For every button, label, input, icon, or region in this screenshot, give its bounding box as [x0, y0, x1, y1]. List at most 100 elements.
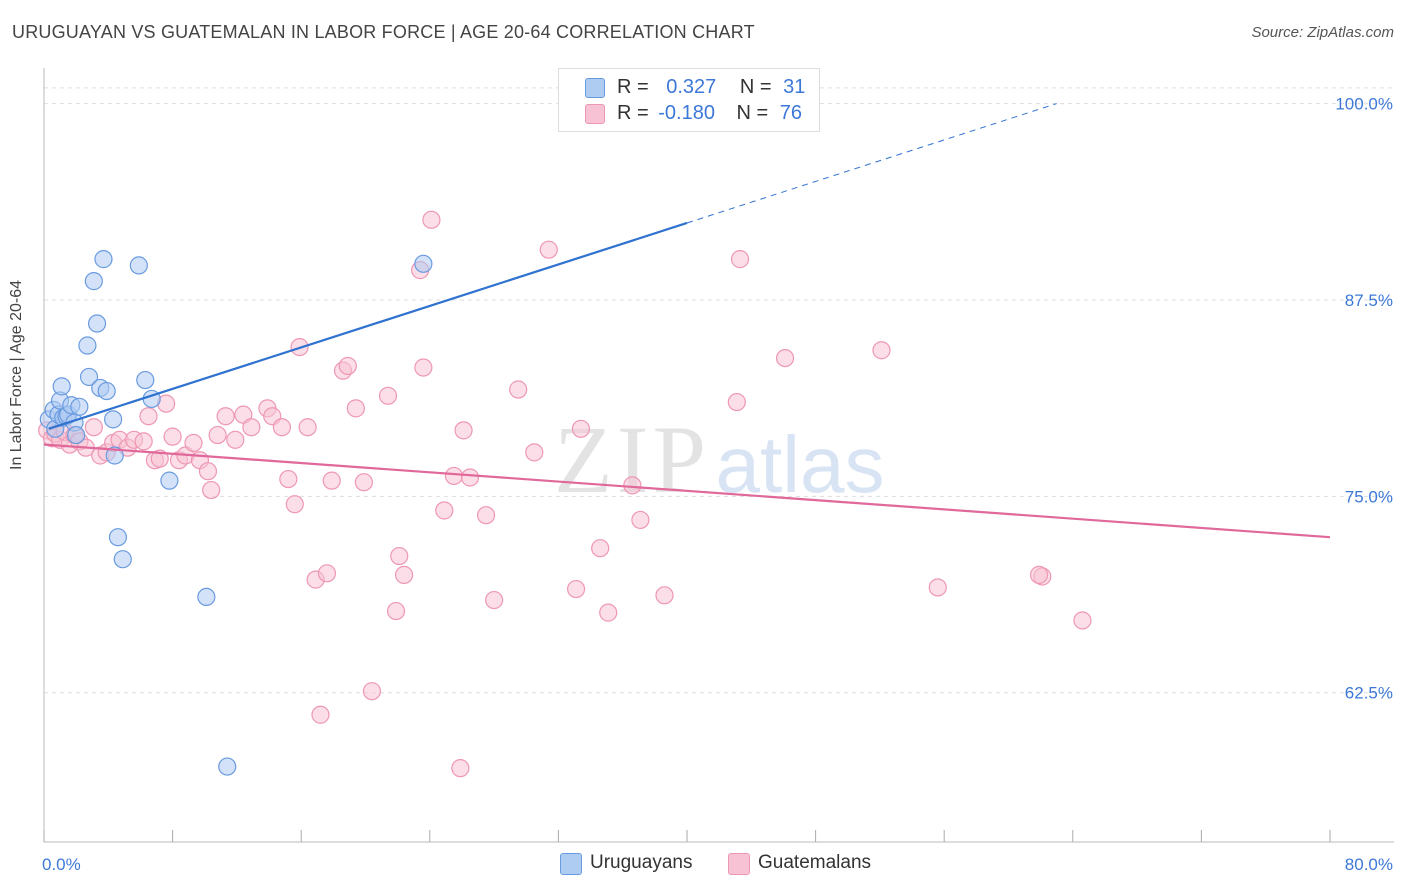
- bottom-legend-label-uruguayans: Uruguayans: [590, 852, 693, 873]
- guatemalan-point: [346, 399, 365, 418]
- guatemalan-point: [591, 539, 610, 558]
- chart-title: URUGUAYAN VS GUATEMALAN IN LABOR FORCE |…: [12, 22, 755, 42]
- guatemalan-point: [655, 586, 674, 605]
- guatemalan-point: [272, 418, 292, 437]
- legend-r-label: R =: [617, 76, 649, 98]
- legend-r-label: R =: [617, 102, 649, 124]
- guatemalan-point: [476, 506, 496, 525]
- guatemalan-point: [525, 443, 544, 462]
- guatemalan-point: [872, 341, 891, 360]
- guatemalan-point: [338, 356, 357, 376]
- y-tick-label: 87.5%: [1345, 291, 1393, 310]
- guatemalan-point: [362, 682, 382, 701]
- uruguayan-point: [84, 272, 103, 291]
- guatemalan-point: [202, 480, 221, 500]
- uruguayan-point: [218, 757, 237, 776]
- guatemalan-point: [216, 407, 235, 426]
- guatemalan-point: [730, 250, 750, 269]
- uruguayan-point: [136, 370, 155, 390]
- guatemalan-point: [631, 510, 650, 530]
- uruguayan-point: [87, 314, 107, 333]
- uruguayan-point: [113, 550, 132, 569]
- uruguayan-point: [70, 397, 89, 416]
- legend-r-value-guatemalan: -0.180: [658, 102, 715, 124]
- guatemalan-point: [1073, 611, 1092, 630]
- guatemalan-point: [485, 590, 504, 610]
- guatemalan-point: [298, 418, 317, 437]
- bottom-legend-label-guatemalans: Guatemalans: [758, 852, 872, 873]
- stats-legend: R = 0.327 N = 31 R = -0.180 N = 76: [558, 68, 820, 132]
- legend-r-value-uruguayan: 0.327: [666, 76, 717, 98]
- uruguayan-point: [108, 528, 128, 547]
- y-tick-label: 62.5%: [1345, 684, 1393, 703]
- guatemalan-point: [163, 427, 182, 446]
- legend-swatch-guatemalan: [585, 104, 605, 124]
- guatemalan-point: [454, 421, 473, 440]
- bottom-legend-swatch-uruguayans: [560, 853, 582, 875]
- uruguayan-point: [129, 256, 148, 275]
- guatemalan-point: [422, 210, 441, 229]
- trend-layer: [43, 103, 1331, 539]
- bottom-legend-swatch-guatemalans: [728, 853, 750, 875]
- guatemalan-point: [451, 759, 470, 778]
- watermark: ZIP atlas: [554, 406, 884, 513]
- guatemalan-point: [775, 348, 795, 368]
- guatemalan-point: [599, 603, 618, 622]
- guatemalan-trend-line: [43, 443, 1331, 539]
- uruguayan-point: [197, 587, 216, 607]
- guatemalan-point: [184, 433, 203, 453]
- guatemalan-point: [386, 601, 406, 621]
- legend-n-value-guatemalan: 76: [779, 102, 803, 124]
- guatemalan-point: [1029, 565, 1049, 585]
- guatemalan-point: [727, 392, 746, 412]
- uruguayan-point: [67, 425, 86, 445]
- y-tick-label: 100.0%: [1335, 95, 1393, 114]
- guatemalan-point: [414, 358, 433, 377]
- guatemalan-point: [623, 476, 642, 495]
- legend-swatch-uruguayan: [585, 78, 605, 98]
- guatemalan-point: [322, 471, 341, 490]
- grid-layer: [44, 87, 1394, 694]
- guatemalan-point: [509, 380, 528, 399]
- tick-label-layer: 62.5% 75.0% 87.5% 100.0% 0.0% 80.0%: [42, 95, 1393, 874]
- uruguayan-point: [160, 471, 179, 490]
- guatemalan-point: [139, 407, 158, 426]
- guatemalan-point: [928, 578, 947, 597]
- uruguayan-point: [104, 410, 123, 429]
- uruguayan-trend-extension: [686, 103, 1057, 224]
- guatemalan-point: [226, 430, 245, 449]
- uruguayan-point: [78, 336, 97, 355]
- uruguayan-point: [94, 250, 113, 269]
- guatemalan-point: [279, 469, 298, 489]
- guatemalan-point: [317, 564, 337, 583]
- x-tick-label: 0.0%: [42, 855, 81, 874]
- axes-layer: [43, 68, 1394, 843]
- uruguayan-point: [79, 367, 99, 387]
- y-axis-label: In Labor Force | Age 20-64: [8, 279, 25, 470]
- guatemalan-point: [134, 432, 153, 451]
- guatemalan-point: [378, 386, 398, 405]
- guatemalan-point: [444, 466, 464, 486]
- guatemalan-point: [390, 546, 409, 566]
- points-layer: [38, 210, 1092, 778]
- x-tick-label: 80.0%: [1345, 855, 1393, 874]
- guatemalan-point: [354, 473, 373, 492]
- y-tick-label: 75.0%: [1345, 487, 1393, 506]
- legend-n-label: N =: [739, 76, 772, 98]
- uruguayan-point: [97, 381, 116, 401]
- guatemalan-point: [460, 468, 480, 487]
- guatemalan-point: [539, 240, 558, 259]
- guatemalan-point: [285, 495, 304, 514]
- guatemalan-point: [394, 565, 414, 585]
- source-label: Source: ZipAtlas.com: [1251, 24, 1394, 41]
- guatemalan-point: [150, 449, 169, 468]
- guatemalan-point: [198, 462, 218, 481]
- guatemalan-point: [242, 418, 261, 437]
- uruguayan-point: [105, 446, 124, 465]
- guatemalan-point: [435, 501, 454, 520]
- guatemalan-point: [566, 579, 586, 599]
- uruguayan-point: [52, 377, 71, 396]
- guatemalan-point: [208, 425, 227, 445]
- legend-n-label: N =: [736, 102, 769, 124]
